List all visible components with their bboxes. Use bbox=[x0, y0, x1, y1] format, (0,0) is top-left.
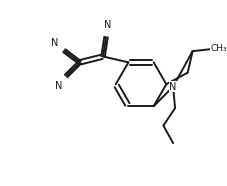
Text: N: N bbox=[51, 38, 58, 48]
Text: N: N bbox=[169, 82, 177, 92]
Text: N: N bbox=[104, 20, 112, 30]
Text: CH₃: CH₃ bbox=[210, 44, 227, 53]
Text: N: N bbox=[55, 81, 62, 91]
